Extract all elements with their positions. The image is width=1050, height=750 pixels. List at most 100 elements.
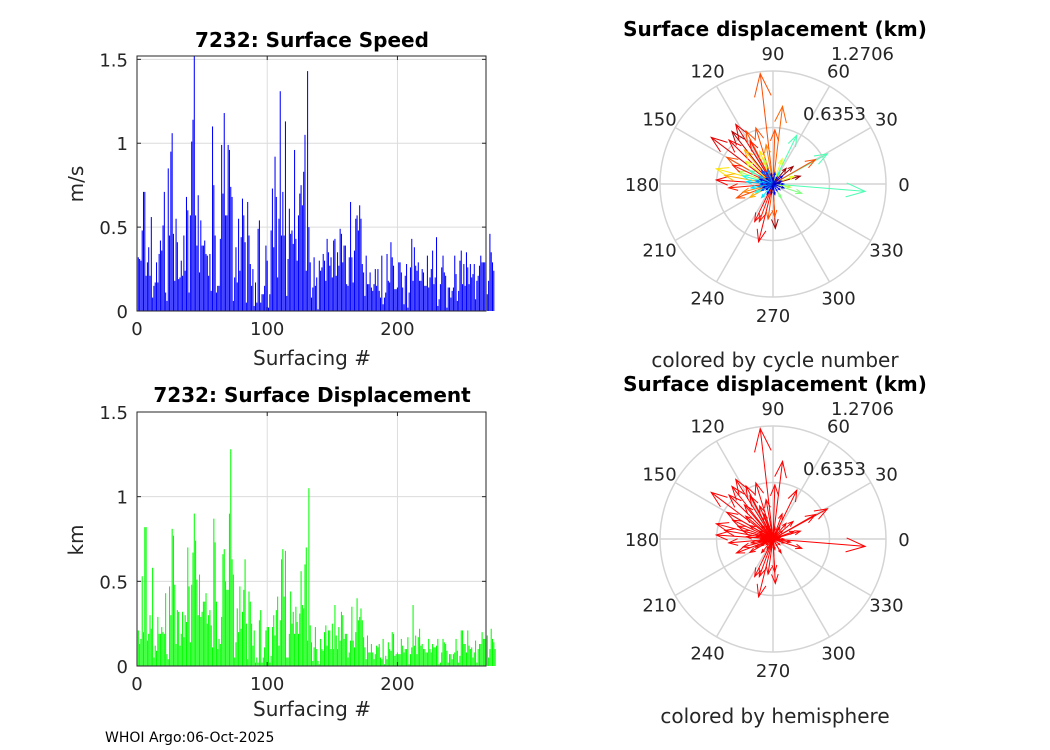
bar	[330, 257, 332, 311]
arrow-shaft	[772, 158, 783, 185]
arrow-head	[749, 139, 759, 152]
bar	[262, 657, 264, 666]
bar	[351, 606, 353, 666]
bar	[472, 657, 474, 666]
arrow-head	[758, 212, 766, 223]
bar	[195, 215, 197, 311]
bar	[185, 196, 188, 311]
bar	[346, 633, 348, 666]
bar	[419, 628, 421, 666]
bar	[180, 260, 182, 311]
bar	[148, 247, 150, 311]
x-tick-label: 200	[380, 319, 414, 340]
bar	[455, 274, 457, 311]
bar	[291, 230, 293, 311]
arrow-head	[777, 187, 781, 191]
bar	[437, 305, 439, 311]
arrow-head	[772, 543, 774, 546]
bar	[376, 645, 378, 666]
bar	[253, 305, 255, 311]
polar-spoke	[715, 183, 774, 283]
arrow-head	[777, 512, 783, 520]
arrow-head	[741, 187, 750, 194]
bar	[446, 307, 448, 311]
bar	[455, 638, 457, 666]
arrow-head	[781, 185, 786, 189]
displacement-arrow	[772, 539, 774, 546]
displacement-chart-title: 7232: Surface Displacement	[153, 383, 471, 407]
bar	[282, 549, 284, 666]
bar	[465, 252, 467, 311]
bar	[469, 649, 471, 666]
arrow-head	[787, 488, 798, 503]
bar	[339, 228, 341, 311]
bar	[183, 637, 185, 666]
bar	[356, 215, 358, 311]
bar	[393, 633, 395, 666]
displacement-arrow	[760, 538, 774, 547]
bar	[464, 643, 466, 666]
bar	[435, 645, 438, 666]
bar	[383, 297, 385, 311]
arrow-shaft	[772, 168, 787, 185]
bar	[310, 297, 313, 311]
bar	[359, 205, 361, 311]
arrow-head	[789, 530, 796, 535]
bar	[189, 642, 191, 666]
bar	[140, 260, 142, 311]
bar	[161, 627, 163, 666]
bar	[200, 616, 202, 666]
bar	[305, 270, 307, 311]
arrow-shaft	[761, 183, 774, 198]
bar	[322, 253, 324, 311]
bar	[296, 260, 298, 311]
displacement-arrow	[760, 183, 774, 199]
bar	[385, 655, 387, 666]
bar	[208, 275, 210, 311]
bar	[476, 662, 478, 666]
bar	[247, 659, 249, 666]
arrow-head	[775, 544, 778, 548]
bar	[451, 659, 453, 666]
bar	[196, 579, 198, 666]
bar	[191, 141, 193, 311]
arrow-head	[794, 175, 802, 181]
bar	[175, 643, 177, 666]
arrow-shaft	[772, 538, 781, 546]
bar	[322, 650, 324, 666]
polar-angle-label: 30	[875, 465, 898, 486]
bar	[192, 119, 194, 311]
bar	[417, 262, 419, 311]
bar	[352, 640, 354, 666]
displacement-arrow	[772, 537, 867, 553]
bar	[260, 610, 262, 666]
bar	[287, 258, 289, 311]
bar	[279, 91, 281, 312]
bar	[415, 635, 417, 666]
bar	[270, 230, 272, 311]
bar	[201, 611, 203, 666]
bar	[159, 240, 161, 311]
bar	[426, 255, 428, 311]
bar	[141, 230, 143, 311]
bar	[348, 257, 350, 311]
bar	[167, 659, 169, 666]
bar	[347, 285, 349, 311]
polar-angle-label: 210	[642, 596, 676, 617]
displacement-arrow	[764, 182, 773, 186]
displacement-arrow	[754, 427, 774, 540]
bar	[435, 237, 438, 311]
bar	[200, 220, 202, 311]
arrow-head	[763, 512, 769, 520]
arrow-shaft	[767, 168, 774, 185]
bar	[385, 292, 387, 311]
bar	[318, 260, 320, 311]
bar	[460, 250, 462, 311]
arrow-head	[765, 187, 769, 191]
displacement-arrow	[710, 491, 774, 540]
polar-angle-label: 180	[625, 175, 659, 196]
arrow-shaft	[755, 180, 774, 185]
bar	[163, 633, 165, 666]
bar	[424, 285, 426, 311]
